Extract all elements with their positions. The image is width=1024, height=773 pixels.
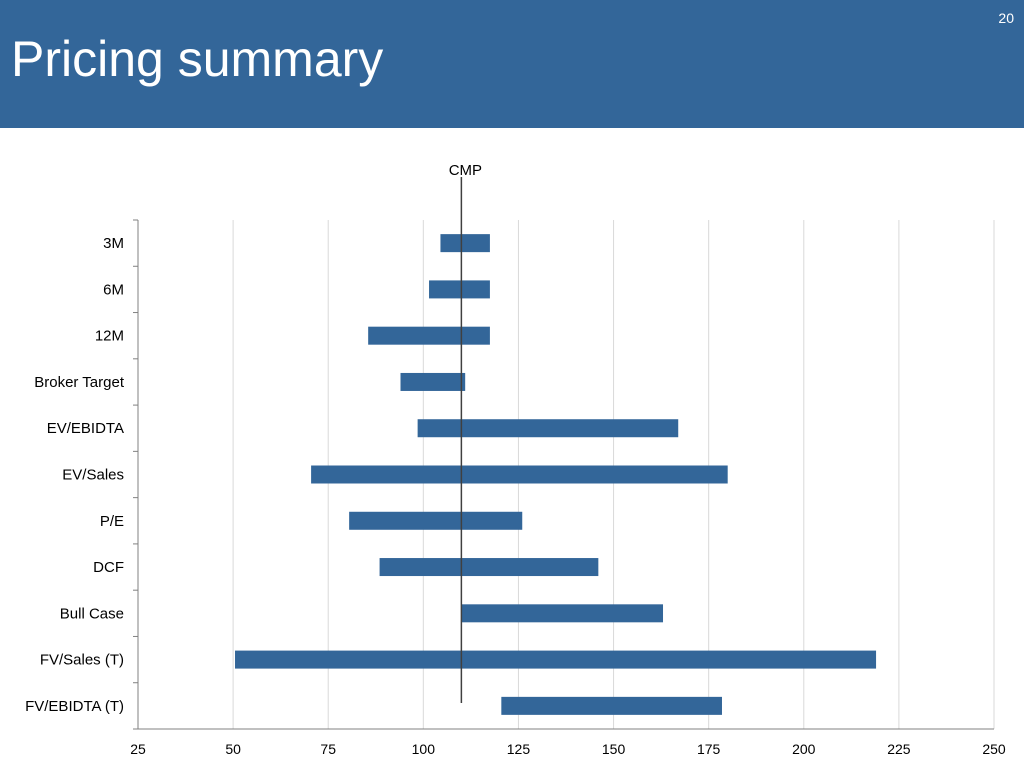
pricing-range-chart: 25 50 75 100 125 150 175 200 225 250 3M 6M 12M Broker… — [25, 162, 1006, 757]
pricing-chart: 25 50 75 100 125 150 175 200 225 250 3M 6M 12M Broker… — [0, 128, 1024, 768]
x-tick-label: 50 — [225, 741, 241, 757]
range-bar — [368, 326, 490, 345]
x-tick-label: 125 — [507, 741, 531, 757]
category-label: EV/EBIDTA — [47, 420, 124, 437]
category-label: Broker Target — [34, 374, 125, 391]
x-tick-label: 25 — [130, 741, 146, 757]
title-banner: 20 Pricing summary — [0, 0, 1024, 128]
cmp-label: CMP — [449, 162, 482, 179]
x-tick-label: 225 — [887, 741, 911, 757]
category-label: FV/Sales (T) — [40, 652, 124, 669]
x-tick-label: 75 — [320, 741, 336, 757]
axis-labels: 25 50 75 100 125 150 175 200 225 250 3M 6M 12M Broker… — [25, 162, 1006, 757]
x-tick-label: 100 — [412, 741, 436, 757]
range-bars — [235, 234, 877, 715]
range-bar — [235, 650, 877, 669]
x-tick-label: 175 — [697, 741, 721, 757]
page-title: Pricing summary — [11, 31, 384, 87]
range-bar — [379, 558, 599, 577]
page-number: 20 — [998, 10, 1014, 26]
range-bar — [311, 465, 728, 484]
range-bar — [400, 372, 466, 391]
category-label: 12M — [95, 328, 124, 345]
category-label: EV/Sales — [62, 467, 124, 484]
range-bar — [440, 234, 490, 253]
category-label: FV/EBIDTA (T) — [25, 698, 124, 715]
range-bar — [417, 419, 679, 438]
range-bar — [461, 604, 664, 623]
x-tick-label: 250 — [982, 741, 1006, 757]
category-label: Bull Case — [60, 605, 124, 622]
category-label: 3M — [103, 235, 124, 252]
range-bar — [501, 696, 722, 715]
axes — [133, 219, 994, 730]
range-bar — [349, 511, 523, 530]
range-bar — [429, 280, 490, 299]
x-tick-label: 200 — [792, 741, 816, 757]
category-label: 6M — [103, 281, 124, 298]
x-tick-label: 150 — [602, 741, 626, 757]
category-label: P/E — [100, 513, 124, 530]
category-label: DCF — [93, 559, 124, 576]
